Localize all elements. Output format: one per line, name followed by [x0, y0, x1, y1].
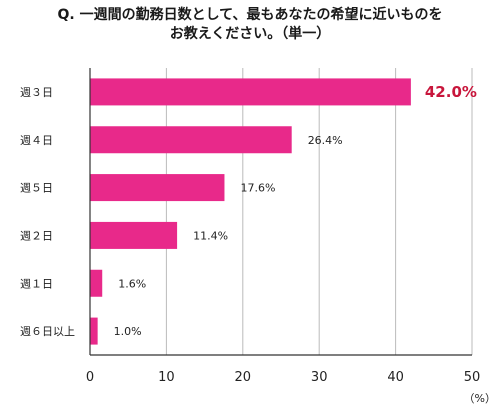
bar: [90, 317, 98, 345]
category-label: 週６日以上: [20, 325, 75, 338]
value-label: 1.0%: [114, 325, 142, 338]
bar: [90, 126, 292, 154]
category-label: 週５日: [20, 182, 53, 195]
x-tick-label: 0: [86, 370, 94, 385]
category-label: 週１日: [20, 277, 53, 290]
value-label: 42.0%: [425, 83, 477, 101]
chart-title-line2: お教えください。（単一）: [169, 26, 331, 42]
value-label: 1.6%: [118, 277, 146, 290]
bar: [90, 78, 411, 106]
bar: [90, 174, 225, 202]
value-label: 26.4%: [308, 134, 343, 147]
x-tick-label: 40: [387, 370, 404, 385]
chart-title-line1: Q. 一週間の勤務日数として、最もあなたの希望に近いものを: [57, 7, 443, 23]
x-tick-label: 10: [158, 370, 175, 385]
x-axis-unit-label: （%）: [464, 392, 496, 405]
x-tick-label: 20: [235, 370, 252, 385]
x-tick-label: 50: [464, 370, 481, 385]
value-label: 11.4%: [193, 229, 228, 242]
bar: [90, 221, 178, 249]
category-label: 週２日: [20, 229, 53, 242]
bar: [90, 269, 103, 297]
category-label: 週４日: [20, 134, 53, 147]
category-label: 週３日: [20, 86, 53, 99]
value-label: 17.6%: [240, 182, 275, 195]
x-tick-label: 30: [311, 370, 328, 385]
chart-title: Q. 一週間の勤務日数として、最もあなたの希望に近いものを お教えください。（単…: [0, 6, 500, 44]
